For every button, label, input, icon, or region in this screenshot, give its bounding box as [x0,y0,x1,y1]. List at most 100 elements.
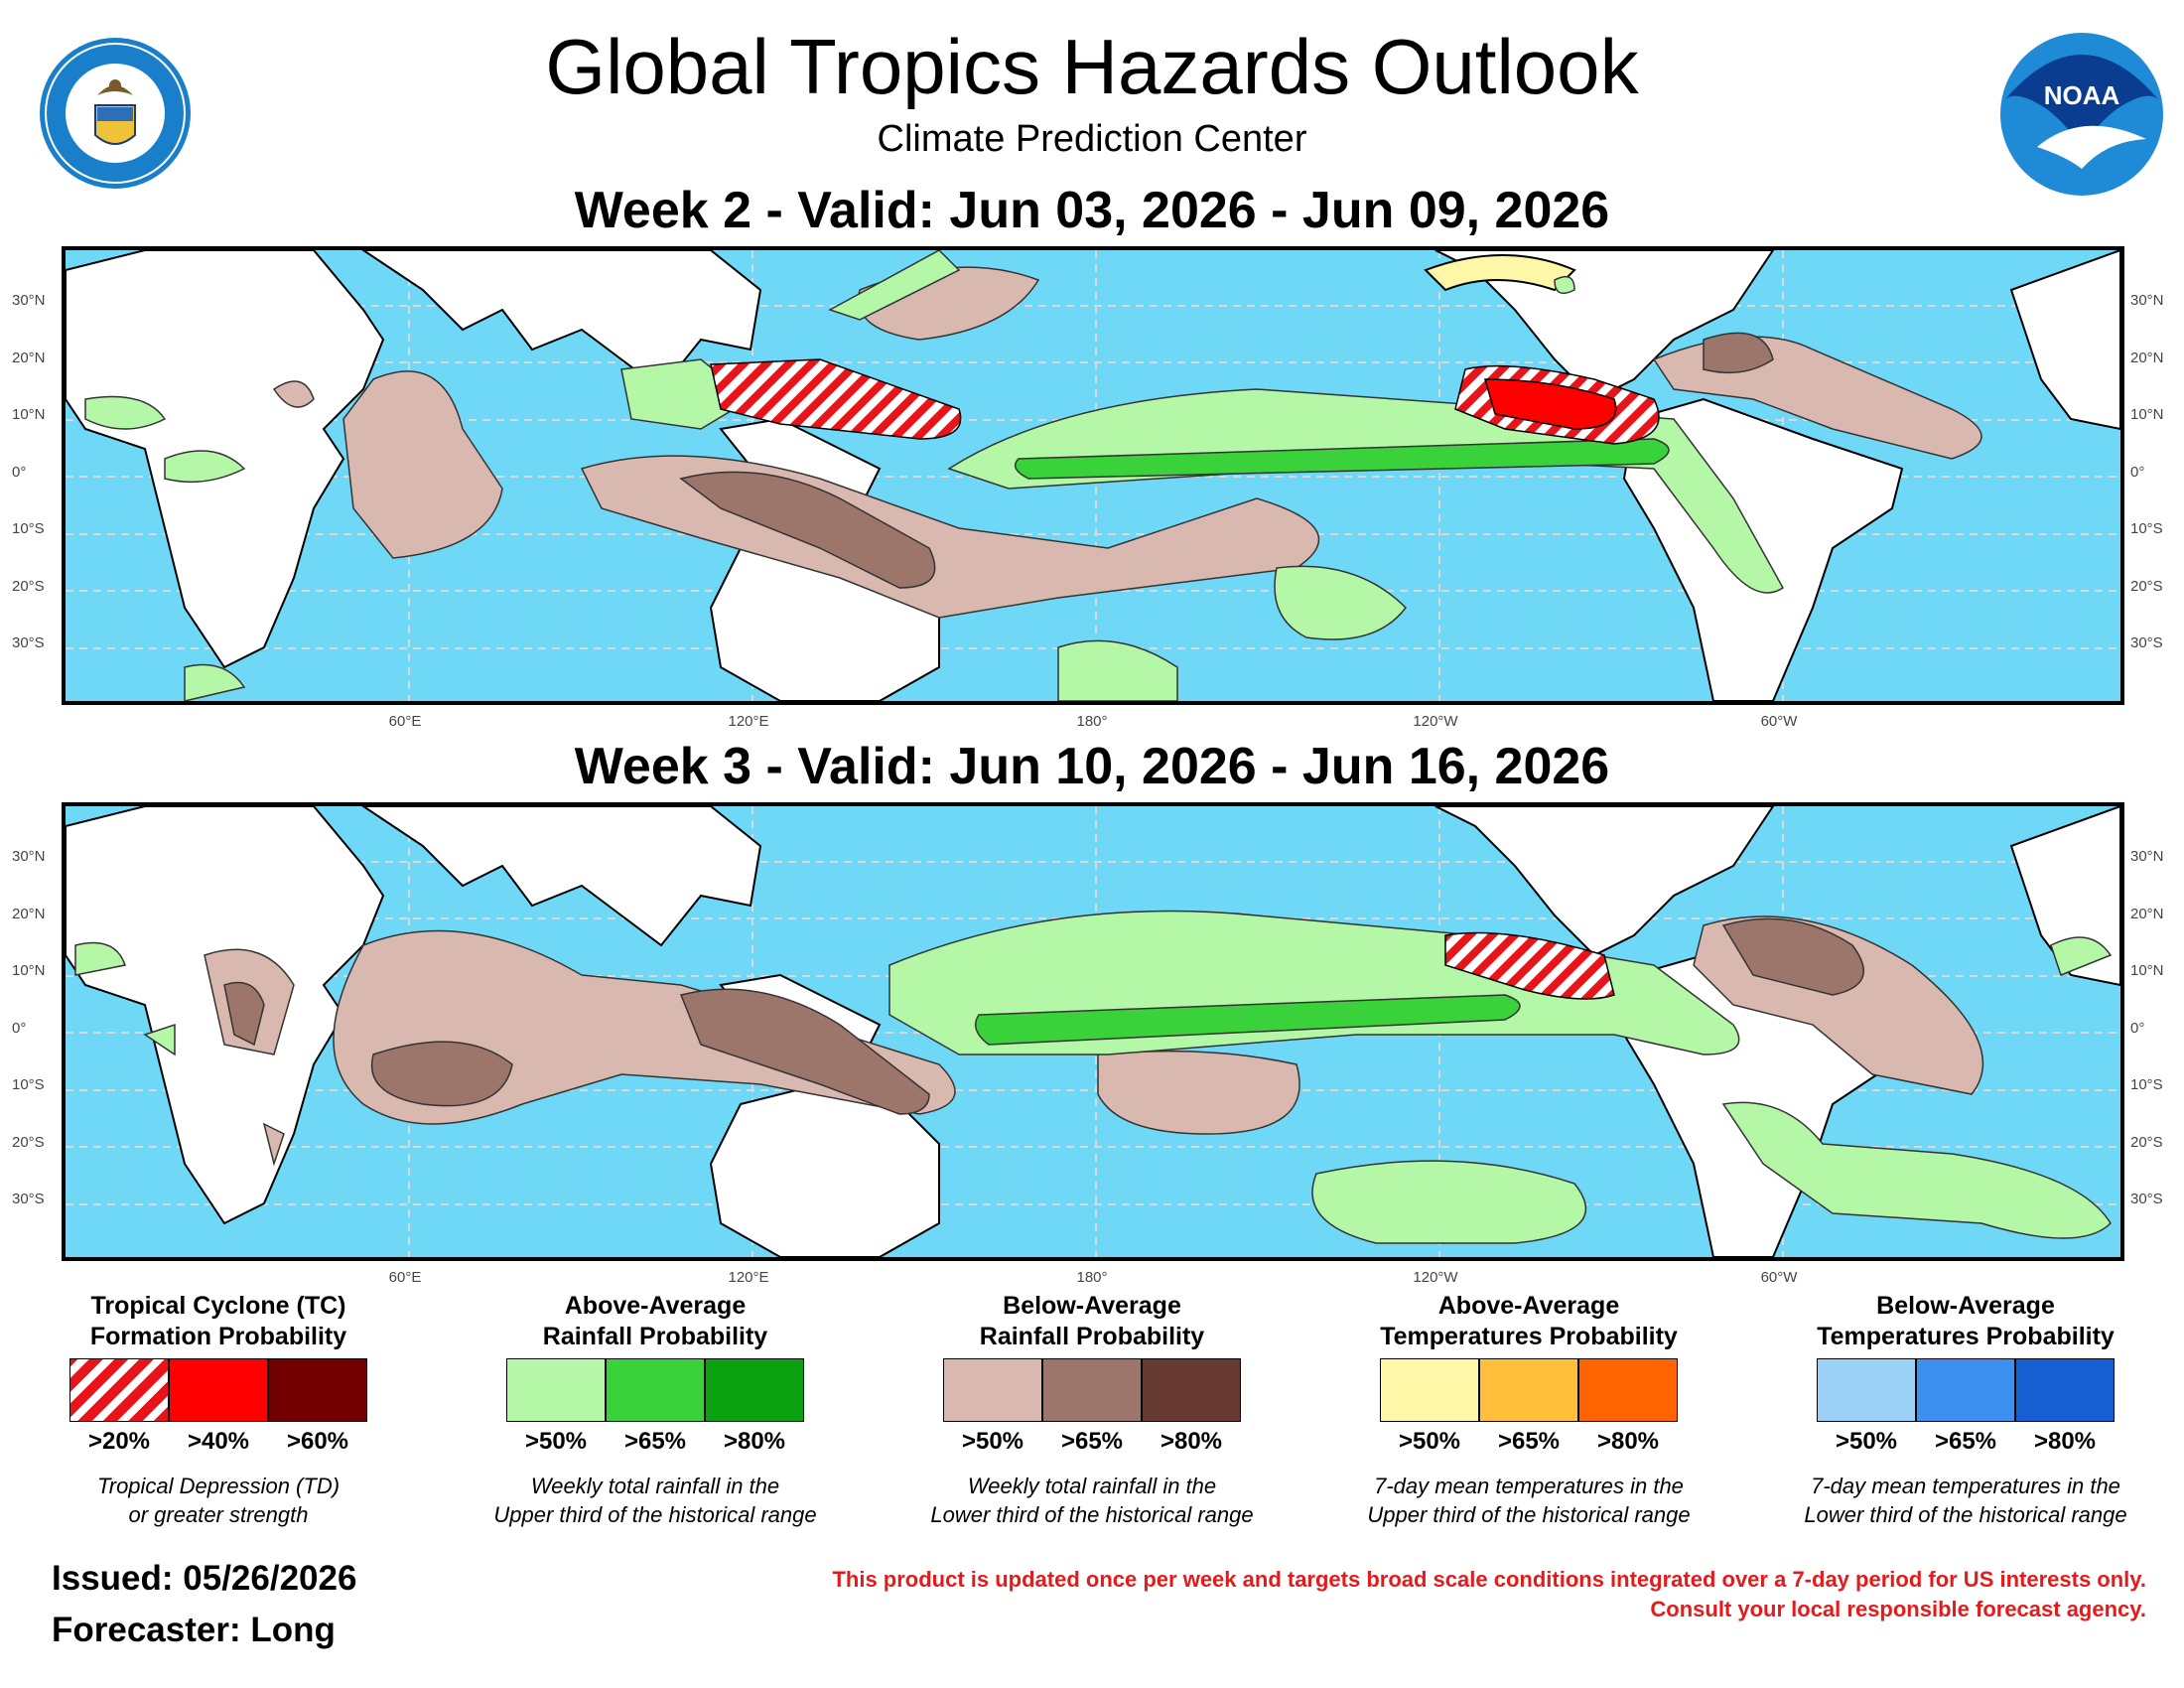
w2-lon-60w: 60°W [1760,713,1798,730]
legend-tc-swatch-1 [69,1358,169,1422]
legend-rain-above-note-line1: Weekly total rainfall in the [530,1474,780,1498]
legend-temp-above-note: 7-day mean temperatures in the Upper thi… [1320,1472,1737,1529]
legend-rain-below-level-2: >65% [1060,1428,1124,1455]
w3-lat-r-10s: 10°S [2130,1076,2163,1093]
legend-tc-note-line2: or greater strength [128,1502,309,1527]
legend-temp-below-swatch-2 [1916,1358,2015,1422]
w3-lat-r-20n: 20°N [2130,906,2164,922]
w3-lat-30n: 30°N [12,848,46,865]
page-title: Global Tropics Hazards Outlook [545,23,1639,110]
w2-lat-r-30s: 30°S [2130,634,2163,651]
w2-lon-120w: 120°W [1413,713,1458,730]
legend-temp-above-line1: Above-Average [1437,1292,1620,1320]
legend-rain-below-note-line2: Lower third of the historical range [930,1502,1254,1527]
w3-lon-60w: 60°W [1760,1269,1798,1286]
legend-temp-below-note-line2: Lower third of the historical range [1804,1502,2127,1527]
legend-rain-below-title: Below-Average Rainfall Probability [903,1291,1281,1352]
w2-lat-0: 0° [12,464,27,481]
legend-temp-below-swatch-3 [2015,1358,2115,1422]
legend-rain-below-level-1: >50% [961,1428,1024,1455]
rain-above-65-week2 [1014,438,1670,480]
legend-rain-above-line2: Rainfall Probability [542,1323,768,1350]
legend-tc-note: Tropical Depression (TD) or greater stre… [10,1472,427,1529]
w2-lon-120e: 120°E [728,713,769,730]
w2-lat-30s: 30°S [12,634,45,651]
legend-rain-above-swatch-2 [606,1358,705,1422]
legend-temp-above-line2: Temperatures Probability [1380,1323,1678,1350]
legend-temp-above-swatch-1 [1380,1358,1479,1422]
disclaimer-line1: This product is updated once per week an… [832,1567,2146,1592]
legend-temp-below-level-2: >65% [1934,1428,1997,1455]
legend-rain-below-swatch-2 [1042,1358,1142,1422]
legend-rain-above-note-line2: Upper third of the historical range [493,1502,817,1527]
rain-below-65-week3 [223,917,1864,1115]
w2-lon-60e: 60°E [388,713,422,730]
disclaimer: This product is updated once per week an… [657,1565,2146,1624]
legend-temp-above-note-line2: Upper third of the historical range [1367,1502,1691,1527]
legend-rain-above-note: Weekly total rainfall in the Upper third… [447,1472,864,1529]
w2-lon-180: 180° [1076,713,1108,730]
issued-date: Issued: 05/26/2026 [52,1559,357,1598]
legend-rain-above-swatch-3 [705,1358,804,1422]
legend-tc-level-2: >40% [187,1428,250,1455]
legend-rain-above-level-3: >80% [723,1428,786,1455]
w3-lon-60e: 60°E [388,1269,422,1286]
legend-rain-above-title: Above-Average Rainfall Probability [467,1291,844,1352]
w2-lat-30n: 30°N [12,292,46,309]
w2-lat-r-30n: 30°N [2130,292,2164,309]
w2-lat-r-10n: 10°N [2130,406,2164,423]
w3-lon-180: 180° [1076,1269,1108,1286]
w3-lon-120e: 120°E [728,1269,769,1286]
tc-formation-week3 [1444,931,1615,1000]
w2-lat-10s: 10°S [12,520,45,537]
w2-lat-r-10s: 10°S [2130,520,2163,537]
w3-lat-r-20s: 20°S [2130,1134,2163,1151]
legend-tc-title-line1: Tropical Cyclone (TC) [90,1292,346,1320]
legend-rain-below-line2: Rainfall Probability [979,1323,1205,1350]
legend-temp-below-note-line1: 7-day mean temperatures in the [1811,1474,2120,1498]
w2-lat-10n: 10°N [12,406,46,423]
legend-temp-below-note: 7-day mean temperatures in the Lower thi… [1757,1472,2174,1529]
commerce-seal-logo [38,36,193,191]
legend-rain-below-note-line1: Weekly total rainfall in the [967,1474,1217,1498]
legend-temp-above-swatch-3 [1578,1358,1678,1422]
legend-rain-below-line1: Below-Average [1003,1292,1181,1320]
legend-temp-below-level-3: >80% [2033,1428,2097,1455]
week2-map [62,246,2124,705]
legend-rain-below-level-3: >80% [1160,1428,1223,1455]
legend-rain-above-level-2: >65% [623,1428,687,1455]
legend-rain-above-line1: Above-Average [564,1292,747,1320]
legend-temp-above-note-line1: 7-day mean temperatures in the [1374,1474,1684,1498]
w3-lon-120w: 120°W [1413,1269,1458,1286]
rain-below-65-week2 [679,332,1774,589]
legend-tc-level-1: >20% [87,1428,151,1455]
legend-temp-below-line1: Below-Average [1876,1292,2055,1320]
w2-lat-20n: 20°N [12,350,46,366]
tc-formation-week2 [710,358,1660,445]
w3-lat-20n: 20°N [12,906,46,922]
legend-rain-below-swatch-3 [1142,1358,1241,1422]
w2-lat-20s: 20°S [12,578,45,595]
legend-tc-swatch-2 [169,1358,268,1422]
legend-rain-below-swatch-1 [943,1358,1042,1422]
legend-rain-below-note: Weekly total rainfall in the Lower third… [884,1472,1300,1529]
legend-tc-note-line1: Tropical Depression (TD) [96,1474,341,1498]
w3-lat-10n: 10°N [12,962,46,979]
rain-above-65-week3 [974,994,1521,1046]
page-subtitle: Climate Prediction Center [877,118,1307,160]
legend-rain-above-swatch-1 [506,1358,606,1422]
legend-temp-above-title: Above-Average Temperatures Probability [1340,1291,1717,1352]
legend-tc-title-line2: Formation Probability [89,1323,347,1350]
w3-lat-20s: 20°S [12,1134,45,1151]
legend-tc-title: Tropical Cyclone (TC) Formation Probabil… [30,1291,407,1352]
w3-lat-r-30s: 30°S [2130,1191,2163,1207]
w2-lat-r-20s: 20°S [2130,578,2163,595]
noaa-logo: NOAA [1997,30,2166,199]
week2-title: Week 2 - Valid: Jun 03, 2026 - Jun 09, 2… [574,182,1610,239]
week3-map [62,802,2124,1261]
forecaster-name: Forecaster: Long [52,1611,336,1649]
legend-temp-below-swatch-1 [1817,1358,1916,1422]
legend-tc-level-3: >60% [286,1428,349,1455]
legend-temp-below-title: Below-Average Temperatures Probability [1777,1291,2154,1352]
disclaimer-line2: Consult your local responsible forecast … [1650,1597,2146,1621]
